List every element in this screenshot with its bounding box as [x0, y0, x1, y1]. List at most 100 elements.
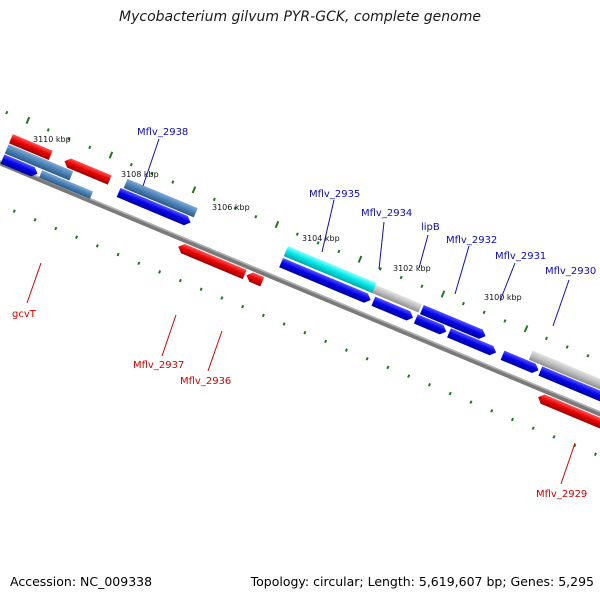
minor-tick	[137, 261, 141, 266]
minor-tick	[482, 310, 486, 315]
gene-forward-cds	[279, 257, 371, 303]
gene-label-mflv-2938: Mflv_2938	[137, 127, 188, 138]
map-title: Mycobacterium gilvum PYR-GCK, complete g…	[119, 9, 481, 25]
gene-forward-cds-left	[0, 154, 38, 177]
major-tick	[523, 325, 529, 333]
gene-label-mflv-2937: Mflv_2937	[133, 360, 184, 371]
minor-tick	[261, 313, 265, 318]
minor-tick	[593, 452, 598, 457]
minor-tick	[503, 319, 507, 323]
minor-tick	[12, 209, 16, 213]
gene-label-mflv-2931: Mflv_2931	[495, 251, 546, 262]
gene-gcvT	[64, 158, 112, 185]
minor-tick	[54, 226, 58, 231]
minor-tick	[282, 322, 286, 326]
minor-tick	[254, 215, 258, 219]
gene-label-mflv-2932: Mflv_2932	[446, 235, 497, 246]
minor-tick	[116, 252, 120, 257]
minor-tick	[399, 275, 403, 280]
minor-tick	[88, 145, 92, 150]
minor-tick	[33, 218, 37, 222]
gene-reverse-cds-left	[9, 134, 53, 160]
minor-tick	[386, 365, 390, 370]
leader-line-mflv-2931	[499, 262, 516, 302]
minor-tick	[171, 180, 175, 184]
minor-tick	[344, 348, 348, 352]
minor-tick	[75, 235, 79, 239]
minor-tick	[407, 374, 411, 378]
leader-line-mflv-2932	[454, 245, 470, 295]
leader-line-mflv-2937	[161, 314, 177, 357]
minor-tick	[552, 435, 556, 439]
major-tick	[25, 116, 31, 124]
gene-label-mflv-2936: Mflv_2936	[180, 376, 231, 387]
minor-tick	[158, 270, 162, 274]
gene-forward-cds	[538, 366, 600, 405]
gene-label-mflv-2930: Mflv_2930	[545, 266, 596, 277]
minor-tick	[337, 249, 341, 254]
gene-label-gcvT: gcvT	[12, 309, 37, 320]
tick-label: 3102 kbp	[393, 264, 431, 273]
major-tick	[191, 186, 197, 194]
major-tick	[274, 220, 280, 229]
leader-line-lipB	[418, 234, 429, 269]
genome-backbone-highlight	[0, 147, 600, 427]
gene-label-mflv-2935: Mflv_2935	[309, 189, 360, 200]
minor-tick	[586, 353, 590, 358]
tick-label: 3110 kbp	[33, 135, 71, 144]
gene-forward-cds	[371, 296, 414, 321]
outer-tick-row	[5, 110, 590, 358]
leader-line-gcvT	[26, 262, 42, 304]
minor-tick	[378, 267, 382, 271]
gene-mflv-2930	[528, 350, 600, 395]
minor-tick	[233, 206, 237, 210]
gene-forward-cds	[413, 314, 447, 335]
leader-line-mflv-2929	[560, 442, 576, 485]
gene-label-lipB: lipB	[421, 222, 440, 233]
tick-label: 3100 kbp	[484, 293, 522, 302]
minor-tick	[420, 284, 424, 289]
major-tick	[440, 290, 446, 298]
minor-tick	[67, 136, 71, 141]
minor-tick	[510, 417, 514, 422]
tick-label: 3108 kbp	[121, 170, 159, 179]
gene-mflv-2931	[500, 350, 539, 373]
minor-tick	[212, 197, 216, 202]
gene-mflv-2935	[283, 245, 377, 294]
minor-tick	[469, 400, 473, 404]
tick-label: 3106 kbp	[212, 203, 250, 212]
minor-tick	[199, 287, 203, 292]
gene-mflv-2937	[178, 243, 247, 280]
minor-tick	[365, 356, 369, 361]
accession-text: Accession: NC_009338	[10, 574, 153, 589]
major-tick	[108, 151, 114, 159]
gene-rna-left-2	[39, 170, 93, 199]
minor-tick	[95, 244, 99, 248]
minor-tick	[150, 171, 154, 176]
minor-tick	[5, 110, 9, 115]
leader-line-mflv-2930	[552, 279, 570, 327]
minor-tick	[178, 278, 182, 283]
gene-mflv-2934	[372, 284, 422, 313]
major-tick	[357, 255, 363, 263]
genome-backbone	[0, 147, 600, 430]
minor-tick	[461, 301, 465, 306]
gene-rna-left	[4, 144, 74, 181]
gene-mflv-2936	[246, 272, 265, 287]
tick-label: 3104 kbp	[302, 234, 340, 243]
minor-tick	[544, 336, 548, 341]
gene-mflv-2932	[447, 328, 497, 356]
minor-tick	[316, 241, 320, 245]
leader-line-mflv-2936	[207, 330, 223, 372]
minor-tick	[220, 296, 224, 300]
genome-summary-text: Topology: circular; Length: 5,619,607 bp…	[250, 574, 594, 589]
minor-tick	[46, 128, 50, 132]
minor-tick	[531, 426, 535, 430]
inner-tick-row	[12, 209, 598, 457]
minor-tick	[427, 383, 431, 387]
minor-tick	[490, 409, 494, 413]
leader-line-mflv-2938	[142, 138, 160, 187]
minor-tick	[129, 162, 133, 167]
gene-label-mflv-2934: Mflv_2934	[361, 208, 412, 219]
